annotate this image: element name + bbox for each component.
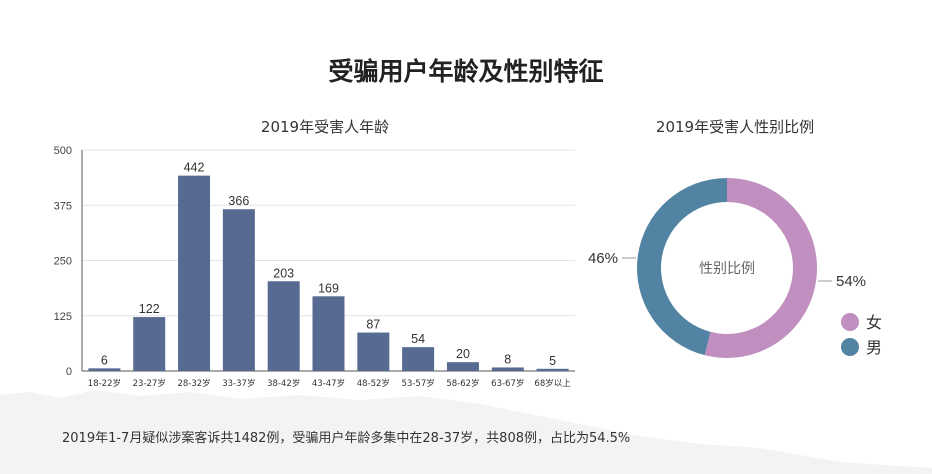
x-tick-label: 53-57岁 xyxy=(402,378,435,389)
slice-percent-label: 54% xyxy=(836,273,866,290)
bar xyxy=(446,362,479,371)
bar-value-label: 366 xyxy=(228,194,249,208)
x-tick-label: 28-32岁 xyxy=(177,378,210,389)
bar xyxy=(267,281,300,371)
bar xyxy=(312,296,345,371)
x-tick-label: 33-37岁 xyxy=(222,378,255,389)
bar xyxy=(222,209,255,371)
donut-chart-title: 2019年受害人性别比例 xyxy=(655,118,815,136)
legend-swatch xyxy=(841,313,859,331)
bar-value-label: 6 xyxy=(101,353,108,367)
bar-value-label: 54 xyxy=(411,332,425,346)
legend-label: 女 xyxy=(866,313,882,332)
y-tick-label: 0 xyxy=(66,366,72,378)
y-tick-label: 250 xyxy=(54,256,72,268)
legend-label: 男 xyxy=(866,338,882,357)
x-tick-label: 23-27岁 xyxy=(133,378,166,389)
bar-value-label: 8 xyxy=(504,352,511,366)
y-tick-label: 125 xyxy=(54,311,72,323)
bar xyxy=(178,175,211,371)
bar-value-label: 20 xyxy=(456,347,470,361)
bar-value-label: 122 xyxy=(139,302,160,316)
x-tick-label: 38-42岁 xyxy=(267,378,300,389)
bar-value-label: 87 xyxy=(366,318,380,332)
footnote: 2019年1-7月疑似涉案客诉共1482例，受骗用户年龄多集中在28-37岁，共… xyxy=(62,431,631,446)
x-tick-label: 18-22岁 xyxy=(88,378,121,389)
x-tick-label: 63-67岁 xyxy=(491,378,524,389)
bar-value-label: 203 xyxy=(273,266,294,280)
bar xyxy=(491,367,524,371)
x-tick-label: 58-62岁 xyxy=(446,378,479,389)
y-tick-label: 375 xyxy=(54,200,72,212)
bar xyxy=(357,332,390,371)
bar xyxy=(133,317,166,371)
bar-value-label: 442 xyxy=(184,161,205,175)
bar xyxy=(88,368,121,371)
donut-slice xyxy=(637,178,727,356)
bar xyxy=(402,347,435,371)
bar-value-label: 169 xyxy=(318,281,339,295)
bar xyxy=(536,368,569,371)
bar-chart-title: 2019年受害人年龄 xyxy=(260,118,390,136)
y-tick-label: 500 xyxy=(54,145,72,157)
donut-center-label: 性别比例 xyxy=(699,261,755,277)
bar-value-label: 5 xyxy=(549,354,556,368)
page-title: 受骗用户年龄及性别特征 xyxy=(328,57,604,86)
x-tick-label: 68岁以上 xyxy=(534,378,571,389)
slice-percent-label: 46% xyxy=(588,250,618,267)
x-tick-label: 48-52岁 xyxy=(357,378,390,389)
donut-slice xyxy=(704,178,818,358)
x-tick-label: 43-47岁 xyxy=(312,378,345,389)
legend-swatch xyxy=(841,338,859,356)
